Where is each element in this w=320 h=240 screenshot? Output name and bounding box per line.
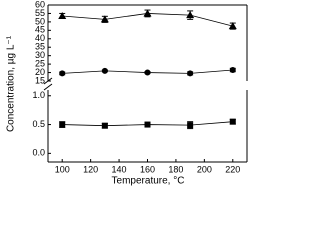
marker	[229, 67, 236, 74]
x-tick-label: 160	[140, 164, 155, 174]
marker	[228, 22, 237, 30]
y-tick-label: 40	[35, 33, 45, 43]
chart: Temperature, °C Concentration, µg L⁻¹ 0.…	[6, 0, 248, 187]
marker	[101, 122, 108, 129]
y-axis-label: Concentration, µg L⁻¹	[6, 35, 17, 132]
marker	[143, 9, 152, 17]
y-tick-label: 35	[35, 42, 45, 52]
y-tick-label: 0.0	[32, 148, 45, 158]
marker	[187, 70, 194, 77]
y-tick-label: 25	[35, 58, 45, 68]
y-tick-label: 50	[35, 16, 45, 26]
y-tick-label: 45	[35, 25, 45, 35]
x-axis-label: Temperature, °C	[112, 176, 185, 187]
marker	[144, 69, 151, 76]
marker	[229, 118, 236, 125]
marker	[59, 70, 66, 77]
x-tick-label: 220	[225, 164, 240, 174]
marker	[58, 11, 67, 19]
y-tick-label: 60	[35, 0, 45, 9]
marker	[144, 121, 151, 128]
marker	[186, 11, 195, 19]
marker	[100, 15, 109, 23]
x-tick-label: 120	[83, 164, 98, 174]
x-tick-label: 140	[112, 164, 127, 174]
y-tick-label: 0.5	[32, 119, 45, 129]
x-tick-label: 180	[168, 164, 183, 174]
y-tick-label: 55	[35, 8, 45, 18]
axis-break	[43, 83, 53, 91]
y-tick-label: 15	[35, 75, 45, 85]
y-tick-label: 20	[35, 67, 45, 77]
x-tick-label: 200	[197, 164, 212, 174]
x-tick-label: 100	[55, 164, 70, 174]
y-tick-label: 30	[35, 50, 45, 60]
y-tick-label: 1.0	[32, 90, 45, 100]
marker	[187, 122, 194, 129]
marker	[101, 67, 108, 74]
marker	[59, 121, 66, 128]
